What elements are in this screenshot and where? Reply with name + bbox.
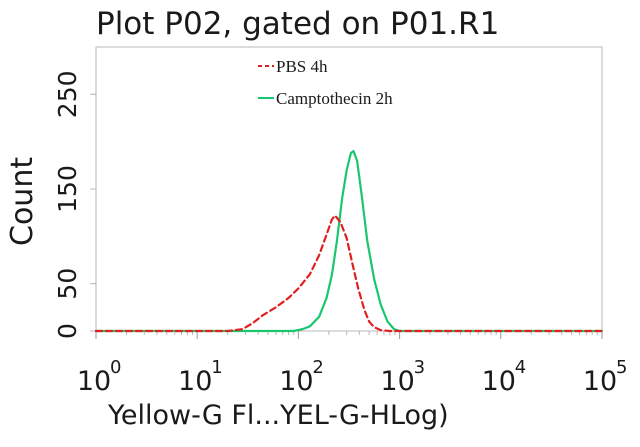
x-tick-base: 10 [279, 366, 313, 397]
x-tick-exponent: 4 [515, 357, 526, 378]
x-axis-label: Yellow-G Fl...YEL-G-HLog) [107, 400, 449, 431]
legend-item: Camptothecin 2h [258, 89, 393, 108]
x-tick-label: 101 [178, 357, 223, 397]
x-tick-label: 103 [380, 357, 425, 397]
x-tick-base: 10 [482, 366, 516, 397]
y-axis-label: Count [5, 157, 40, 246]
x-tick-label: 105 [583, 357, 628, 397]
x-tick-exponent: 0 [110, 357, 121, 378]
x-tick-label: 100 [77, 357, 122, 397]
x-tick-marks [95, 331, 603, 339]
chart-title: Plot P02, gated on P01.R1 [96, 6, 499, 42]
y-tick-label: 150 [53, 165, 82, 213]
series-line-pbs-4h [94, 214, 604, 333]
x-tick-labels: 100 101 102 103 104 105 [77, 357, 628, 397]
x-tick-base: 10 [77, 366, 111, 397]
x-tick-label: 102 [279, 357, 324, 397]
x-tick-base: 10 [178, 366, 212, 397]
legend-label: Camptothecin 2h [276, 89, 393, 108]
x-tick-base: 10 [583, 366, 617, 397]
series-line-camptothecin-2h [94, 150, 604, 333]
series-layer [94, 150, 604, 333]
legend-item: PBS 4h [258, 57, 328, 76]
y-tick-label: 250 [53, 70, 82, 118]
legend-label: PBS 4h [276, 57, 328, 76]
x-tick-exponent: 2 [312, 357, 323, 378]
y-tick-label: 50 [53, 268, 82, 300]
x-tick-base: 10 [380, 366, 414, 397]
y-tick-marks [90, 93, 96, 332]
legend: PBS 4h Camptothecin 2h [258, 57, 393, 108]
x-tick-label: 104 [482, 357, 527, 397]
x-tick-exponent: 5 [616, 357, 627, 378]
y-tick-label: 0 [53, 323, 82, 339]
x-tick-exponent: 1 [211, 357, 222, 378]
x-tick-exponent: 3 [414, 357, 425, 378]
y-tick-labels: 0 50 150 250 [53, 70, 82, 338]
